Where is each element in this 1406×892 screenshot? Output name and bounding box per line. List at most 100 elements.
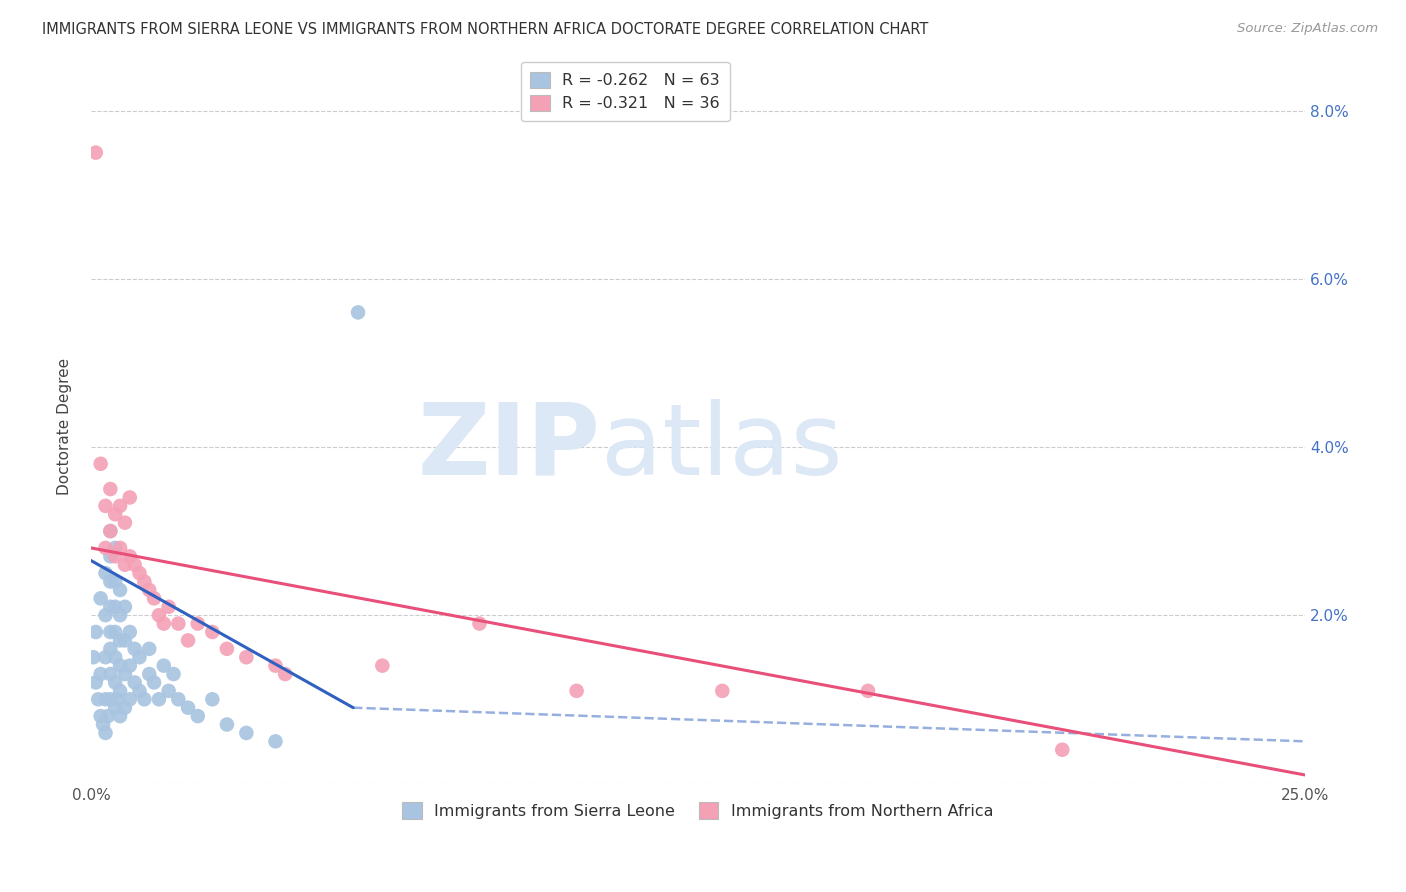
Point xyxy=(108,709,131,723)
Point xyxy=(98,667,121,681)
Point xyxy=(1052,743,1074,757)
Text: IMMIGRANTS FROM SIERRA LEONE VS IMMIGRANTS FROM NORTHERN AFRICA DOCTORATE DEGREE: IMMIGRANTS FROM SIERRA LEONE VS IMMIGRAN… xyxy=(42,22,928,37)
Text: Source: ZipAtlas.com: Source: ZipAtlas.com xyxy=(1237,22,1378,36)
Point xyxy=(90,591,112,606)
Point xyxy=(94,566,117,581)
Point xyxy=(143,675,166,690)
Point xyxy=(84,625,107,640)
Point xyxy=(148,608,170,623)
Point xyxy=(128,566,150,581)
Point xyxy=(711,684,734,698)
Point xyxy=(235,650,257,665)
Point xyxy=(201,692,224,706)
Point xyxy=(114,516,136,530)
Point xyxy=(98,524,121,538)
Point xyxy=(187,616,209,631)
Point xyxy=(468,616,491,631)
Point xyxy=(98,625,121,640)
Point xyxy=(138,641,160,656)
Point xyxy=(565,684,588,698)
Point xyxy=(114,633,136,648)
Point xyxy=(104,700,127,714)
Point xyxy=(94,692,117,706)
Point xyxy=(104,599,127,614)
Point xyxy=(118,658,141,673)
Point xyxy=(98,482,121,496)
Point xyxy=(157,599,180,614)
Point xyxy=(107,692,129,706)
Point xyxy=(201,625,224,640)
Point xyxy=(118,692,141,706)
Point xyxy=(118,491,141,505)
Point xyxy=(108,608,131,623)
Point xyxy=(114,558,136,572)
Point xyxy=(274,667,297,681)
Point xyxy=(94,726,117,740)
Text: ZIP: ZIP xyxy=(418,399,600,496)
Point xyxy=(108,499,131,513)
Point xyxy=(138,667,160,681)
Point xyxy=(856,684,879,698)
Point xyxy=(84,675,107,690)
Point xyxy=(104,574,127,589)
Point xyxy=(177,700,200,714)
Point xyxy=(215,717,238,731)
Point xyxy=(98,692,121,706)
Point xyxy=(108,684,131,698)
Point xyxy=(82,650,104,665)
Point xyxy=(108,541,131,555)
Point xyxy=(98,574,121,589)
Legend: Immigrants from Sierra Leone, Immigrants from Northern Africa: Immigrants from Sierra Leone, Immigrants… xyxy=(396,796,1000,825)
Point xyxy=(108,633,131,648)
Point xyxy=(157,684,180,698)
Point xyxy=(177,633,200,648)
Point xyxy=(128,650,150,665)
Point xyxy=(264,734,287,748)
Point xyxy=(134,574,156,589)
Point xyxy=(347,305,370,319)
Point xyxy=(152,616,174,631)
Point xyxy=(124,675,146,690)
Point xyxy=(104,541,127,555)
Point xyxy=(167,616,190,631)
Point xyxy=(104,650,127,665)
Point xyxy=(148,692,170,706)
Point xyxy=(162,667,184,681)
Point xyxy=(90,709,112,723)
Point xyxy=(94,541,117,555)
Point xyxy=(152,658,174,673)
Point xyxy=(98,524,121,538)
Point xyxy=(134,692,156,706)
Point xyxy=(94,650,117,665)
Point xyxy=(187,709,209,723)
Y-axis label: Doctorate Degree: Doctorate Degree xyxy=(58,358,72,494)
Point xyxy=(167,692,190,706)
Point xyxy=(114,667,136,681)
Text: atlas: atlas xyxy=(600,399,842,496)
Point xyxy=(124,558,146,572)
Point xyxy=(98,549,121,564)
Point xyxy=(91,717,114,731)
Point xyxy=(98,599,121,614)
Point xyxy=(98,641,121,656)
Point xyxy=(108,582,131,597)
Point xyxy=(104,675,127,690)
Point xyxy=(215,641,238,656)
Point xyxy=(128,684,150,698)
Point xyxy=(94,499,117,513)
Point xyxy=(108,658,131,673)
Point xyxy=(94,608,117,623)
Point xyxy=(97,709,120,723)
Point xyxy=(104,625,127,640)
Point xyxy=(114,700,136,714)
Point xyxy=(104,549,127,564)
Point xyxy=(235,726,257,740)
Point xyxy=(143,591,166,606)
Point xyxy=(138,582,160,597)
Point xyxy=(90,457,112,471)
Point xyxy=(264,658,287,673)
Point xyxy=(114,599,136,614)
Point xyxy=(87,692,110,706)
Point xyxy=(371,658,394,673)
Point xyxy=(90,667,112,681)
